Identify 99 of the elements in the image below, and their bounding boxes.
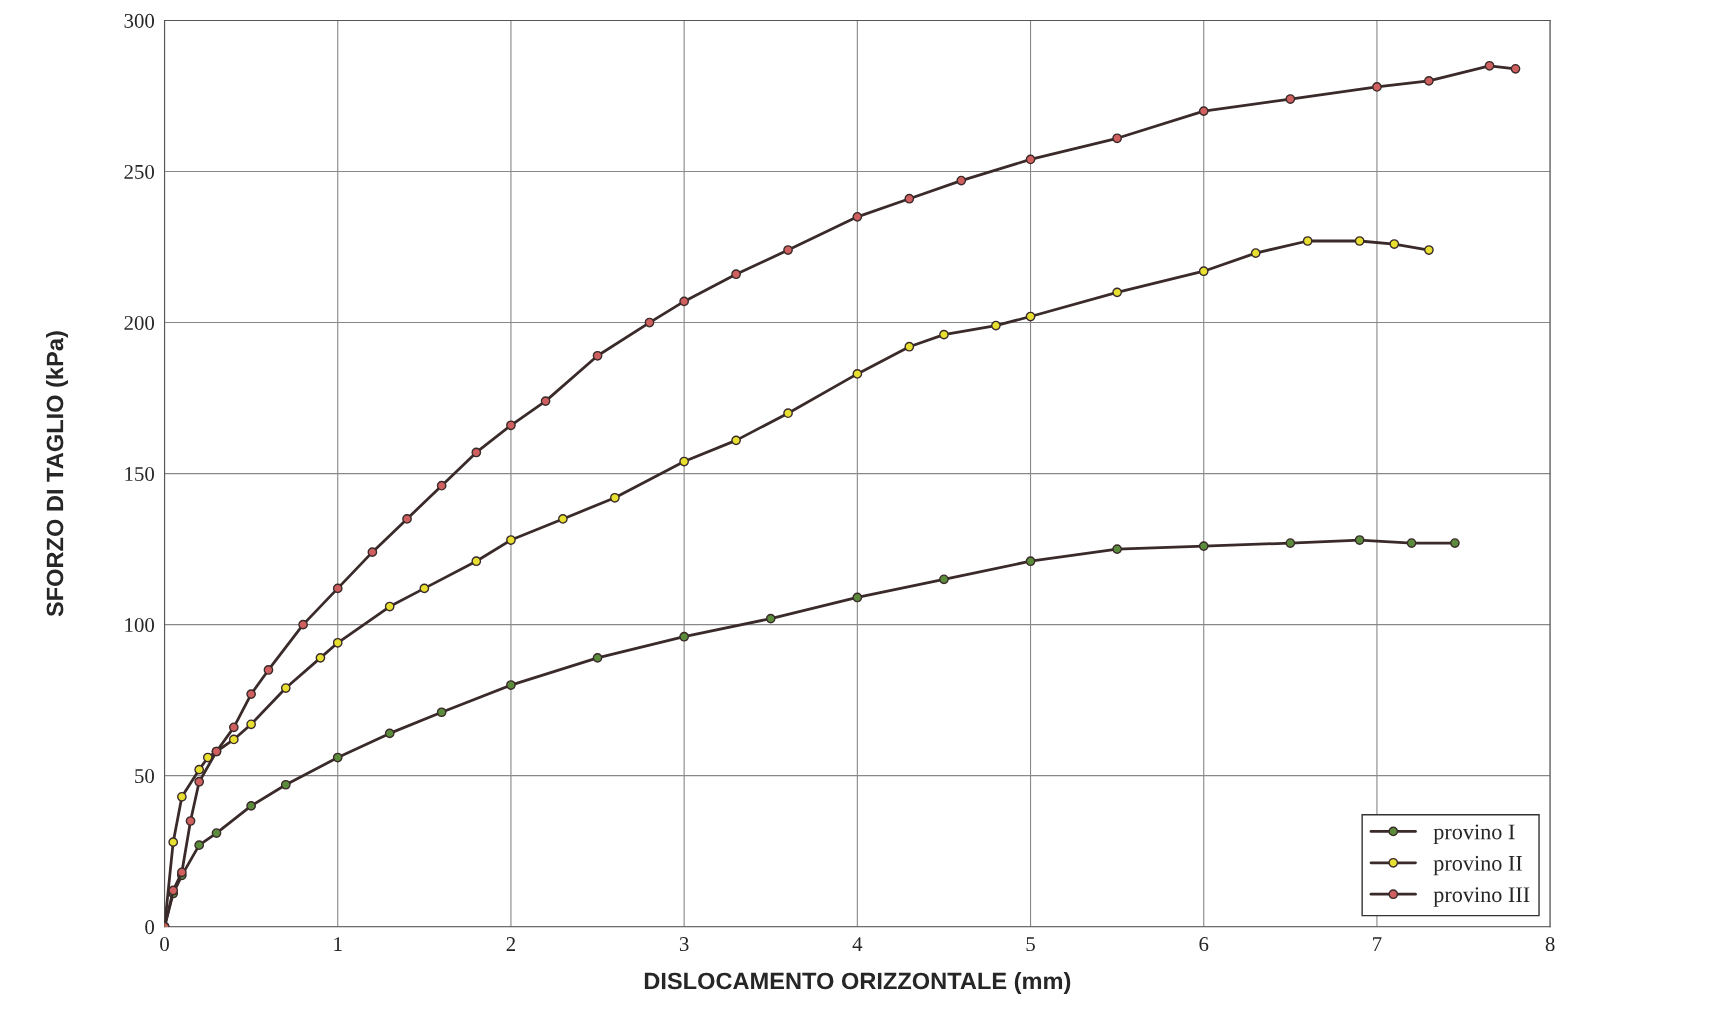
y-tick-label: 150 [125, 466, 155, 482]
y-tick-label: 250 [124, 164, 155, 179]
point [228, 734, 239, 745]
point [1198, 541, 1209, 551]
point [609, 492, 620, 503]
point [679, 631, 690, 642]
point [436, 480, 447, 491]
point [419, 583, 430, 594]
y-tick-label: 200 [124, 315, 155, 330]
point [246, 719, 257, 730]
point [679, 456, 690, 467]
point [1424, 245, 1434, 255]
point [332, 583, 343, 594]
point [263, 665, 274, 675]
point [384, 601, 395, 612]
x-tick-label: 5 [1026, 937, 1035, 952]
point [506, 535, 516, 545]
point [211, 828, 222, 838]
x-tick-label: 3 [679, 937, 689, 952]
point [1198, 266, 1209, 277]
legend-label: provino I [1433, 824, 1515, 844]
point [991, 320, 1001, 331]
point [765, 613, 776, 624]
point [1450, 538, 1460, 548]
x-tick-label: 2 [506, 937, 515, 951]
x-axis-title: DISLOCAMENTO ORIZZONTALE (mm) [644, 972, 1071, 995]
point [246, 801, 257, 811]
point [332, 752, 343, 763]
point [402, 514, 412, 524]
point [679, 296, 690, 307]
point [1302, 236, 1313, 246]
point [592, 653, 603, 663]
point [1354, 535, 1365, 545]
y-tick-label: 0 [145, 920, 155, 935]
legend-label: provino II [1433, 855, 1522, 876]
point [540, 396, 551, 406]
x-tick-label: 4 [852, 937, 863, 951]
point [1285, 94, 1296, 104]
point [1285, 538, 1296, 548]
point [1389, 239, 1400, 249]
x-tick-label: 7 [1373, 937, 1382, 951]
point [298, 619, 308, 630]
point [168, 837, 179, 847]
point [228, 722, 239, 733]
point [1406, 538, 1417, 548]
point [194, 840, 205, 851]
point [1198, 106, 1209, 116]
point [506, 680, 516, 690]
point [1025, 311, 1036, 322]
point [194, 776, 205, 787]
y-tick-label: 300 [124, 13, 155, 28]
point [956, 175, 967, 186]
point [471, 556, 482, 567]
point [904, 193, 915, 204]
point [1424, 76, 1434, 86]
point [1354, 236, 1365, 246]
point [176, 791, 187, 802]
point [1112, 287, 1123, 298]
point [315, 653, 326, 663]
point [904, 341, 915, 352]
point [436, 707, 447, 718]
x-tick-label: 8 [1545, 937, 1555, 952]
point [1484, 60, 1495, 71]
point [558, 514, 568, 524]
point [471, 447, 482, 458]
point [731, 435, 741, 446]
point [852, 369, 863, 379]
y-tick-label: 100 [125, 618, 155, 633]
point [1372, 82, 1382, 92]
point [1112, 544, 1123, 554]
point [1025, 556, 1036, 567]
point [783, 408, 793, 419]
point [731, 269, 741, 280]
y-axis-title: SFORZO DI TAGLIO (kPa) [46, 331, 69, 617]
point [852, 592, 863, 603]
point [332, 637, 343, 648]
legend-label: provino III [1433, 887, 1530, 907]
point [644, 317, 655, 328]
point [852, 211, 863, 222]
point [194, 764, 205, 775]
x-tick-label: 6 [1199, 937, 1209, 952]
point [367, 547, 378, 558]
point [939, 574, 949, 585]
point [592, 350, 603, 361]
point [1025, 154, 1036, 165]
point [783, 245, 793, 255]
point [1510, 63, 1521, 74]
point [246, 689, 257, 699]
point [280, 683, 291, 693]
point [939, 329, 949, 340]
point [1250, 248, 1261, 258]
point [506, 420, 516, 431]
x-tick-label: 0 [160, 937, 169, 952]
point [384, 728, 395, 739]
y-tick-label: 50 [135, 769, 155, 784]
point [280, 779, 291, 790]
point [1112, 133, 1123, 144]
point [185, 816, 196, 826]
x-tick-label: 1 [334, 937, 342, 951]
